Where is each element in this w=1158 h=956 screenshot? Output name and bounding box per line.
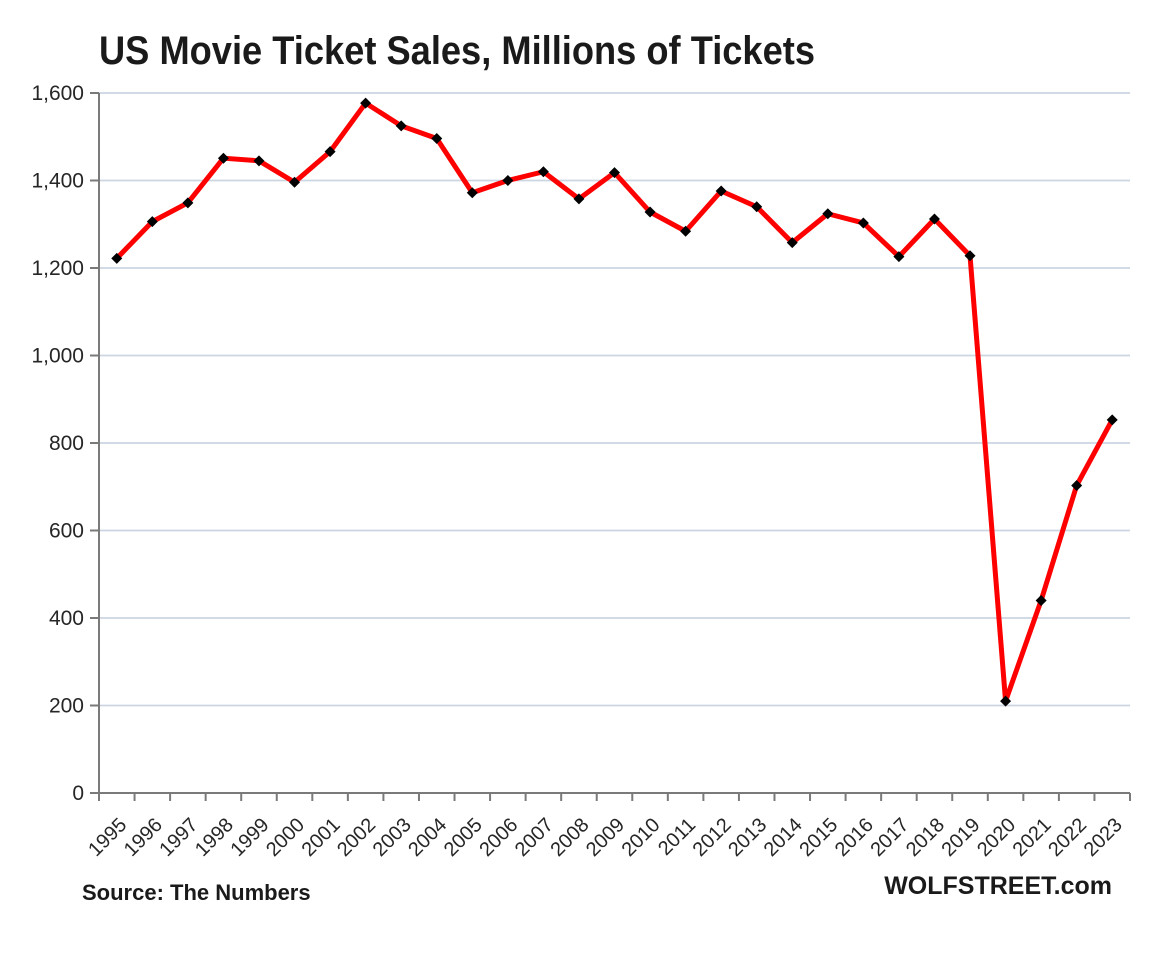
data-point-marker: [502, 175, 514, 186]
chart-title: US Movie Ticket Sales, Millions of Ticke…: [99, 29, 815, 73]
chart-title-svg: US Movie Ticket Sales, Millions of Ticke…: [99, 29, 815, 73]
data-point-marker: [786, 237, 798, 249]
data-line: [114, 100, 1115, 704]
x-axis-label: 1997: [155, 814, 202, 861]
data-point-marker: [1035, 595, 1047, 606]
y-axis-label: 1,600: [31, 82, 84, 105]
data-point-marker: [253, 155, 265, 167]
x-axis-label: 2000: [262, 814, 309, 861]
x-axis-label: 2015: [795, 814, 842, 861]
x-axis-label: 2016: [831, 814, 878, 861]
data-point-marker: [964, 250, 976, 262]
y-axis-label: 0: [72, 782, 84, 805]
x-axis-label: 2009: [582, 814, 629, 861]
y-axis-label: 1,400: [31, 170, 84, 193]
x-axis-label: 2006: [475, 814, 522, 861]
data-point-marker: [289, 176, 301, 188]
data-point-marker: [182, 197, 194, 209]
x-axis-label: 2020: [973, 814, 1020, 861]
data-point-marker: [680, 225, 692, 237]
x-axis-label: 1999: [226, 814, 273, 861]
chart-title-container: US Movie Ticket Sales, Millions of Ticke…: [97, 22, 877, 83]
x-axis-label: 2010: [618, 814, 665, 861]
data-point-marker: [1071, 479, 1083, 491]
y-axis-label: 200: [49, 695, 84, 718]
branding-label: WOLFSTREET.com: [884, 872, 1112, 900]
data-point-marker: [857, 217, 869, 229]
x-axis-label: 2007: [511, 814, 558, 861]
y-axis-label: 1,000: [31, 345, 84, 368]
x-axis-label: 2019: [938, 814, 985, 861]
data-point-marker: [217, 152, 229, 164]
y-axis-label: 400: [49, 607, 84, 630]
data-point-marker: [822, 208, 834, 220]
data-point-marker: [537, 166, 549, 178]
y-axis-label: 1,200: [31, 257, 84, 280]
x-axis-label: 2021: [1009, 814, 1056, 861]
x-axis-label: 1998: [191, 814, 238, 861]
x-axis-label: 2011: [654, 814, 700, 860]
x-axis-label: 2023: [1080, 814, 1127, 861]
x-axis-label: 2008: [546, 814, 593, 861]
line-chart: 02004006008001,0001,2001,4001,6001995199…: [31, 82, 1131, 861]
y-axis-label: 600: [49, 520, 84, 543]
x-axis-label: 1996: [120, 814, 167, 861]
data-point-marker: [1106, 414, 1118, 426]
data-point-marker: [466, 187, 478, 199]
data-point-marker: [431, 133, 443, 144]
x-axis-label: 2005: [440, 814, 487, 861]
x-axis-label: 2002: [333, 814, 380, 861]
x-axis-label: 2004: [404, 814, 451, 861]
x-axis-label: 2018: [902, 814, 949, 861]
data-point-marker: [360, 97, 372, 109]
x-axis-label: 1995: [84, 814, 131, 861]
data-point-marker: [715, 185, 727, 197]
x-axis-label: 2017: [866, 814, 913, 861]
data-point-marker: [324, 146, 336, 158]
x-axis-label: 2012: [689, 814, 736, 861]
y-axis-label: 800: [49, 432, 84, 455]
x-axis-label: 2003: [369, 814, 416, 861]
source-label: Source: The Numbers: [82, 880, 311, 905]
data-point-marker: [609, 167, 620, 179]
data-point-marker: [644, 206, 656, 218]
x-axis-label: 2014: [760, 814, 807, 861]
data-point-marker: [751, 201, 763, 213]
data-point-marker: [395, 120, 407, 132]
data-point-marker: [1000, 695, 1012, 707]
x-axis-label: 2013: [724, 814, 771, 861]
x-axis-label: 2001: [298, 814, 345, 861]
data-point-marker: [928, 213, 940, 225]
data-point-marker: [146, 216, 158, 228]
data-point-marker: [573, 193, 585, 205]
data-point-marker: [111, 252, 123, 264]
x-axis-label: 2022: [1044, 814, 1091, 861]
data-point-marker: [893, 251, 905, 263]
